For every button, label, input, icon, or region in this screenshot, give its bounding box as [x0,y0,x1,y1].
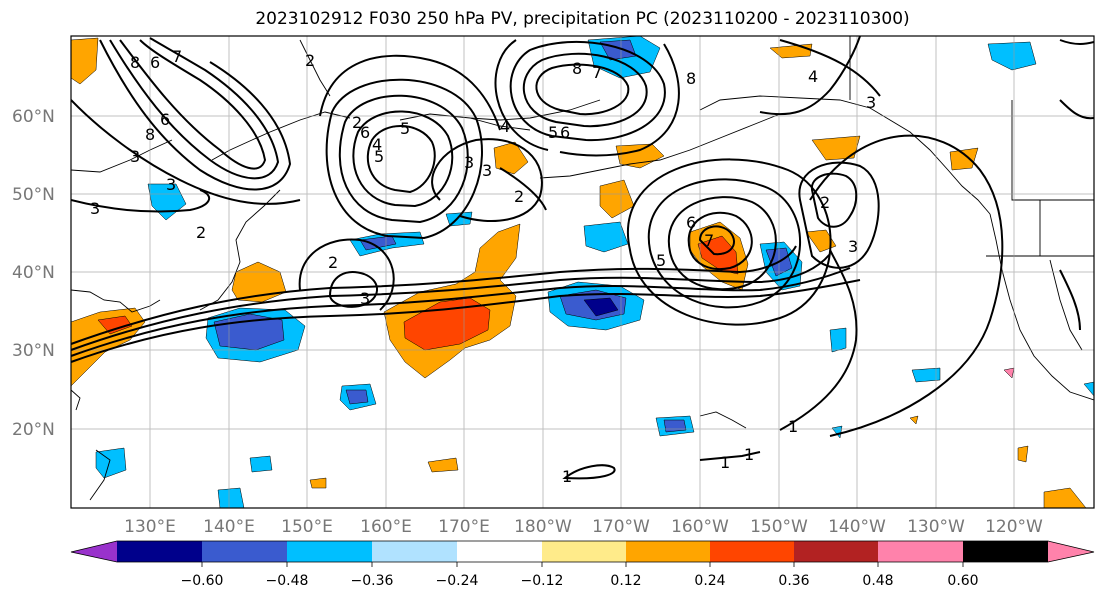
contour-label: 5 [374,147,384,166]
lat-label: 20°N [12,420,55,440]
lat-label: 60°N [12,107,55,127]
contour-labels: 8 6 7 2 8 6 5 4 3 2 3 3 2 6 5 8 7 3 4 3 … [90,47,876,486]
lat-label: 40°N [12,263,55,283]
contour-label: 8 [572,59,582,78]
contour-label: 7 [172,47,182,66]
colorbar-outline [70,540,1095,563]
colorbar-segment [626,541,710,562]
pv-contours [71,36,1094,480]
contour-label: 3 [130,147,140,166]
lon-label: 120°W [985,517,1043,537]
contour-label: 3 [464,153,474,172]
contour-label: 6 [560,123,570,142]
contour-label: 7 [704,231,714,250]
contour-label: 5 [400,119,410,138]
contour-label: 4 [500,117,510,136]
contour-label: 2 [820,193,830,212]
map-frame [70,35,1095,509]
lon-label: 150°E [281,517,333,537]
gridlines [71,36,1094,508]
colorbar-tick-label: −0.60 [181,573,224,589]
colorbar-tick-label: 0.48 [862,573,893,589]
coastlines [71,36,1094,501]
colorbar-tick-label: 0.24 [694,573,725,589]
colorbar-segment [457,541,542,562]
colorbar-segment [287,541,372,562]
contour-label: 7 [592,63,602,82]
lon-label: 180°W [514,517,572,537]
colorbar-segment [372,541,457,562]
colorbar-ticks [201,562,964,567]
colorbar-tick-label: 0.12 [610,573,641,589]
contour-label: 3 [482,161,492,180]
colorbar-segment [117,541,202,562]
lon-label: 140°W [828,517,886,537]
longitude-labels: 130°E 140°E 150°E 160°E 170°E 180°W 170°… [124,517,1043,537]
lon-label: 130°E [124,517,176,537]
colorbar-segment [878,541,963,562]
lon-label: 170°E [438,517,490,537]
lon-label: 160°E [360,517,412,537]
contour-label: 6 [150,53,160,72]
contour-label: 2 [328,253,338,272]
contour-label: 5 [548,123,558,142]
colorbar-tick-label: −0.24 [436,573,479,589]
contour-label: 1 [788,417,798,436]
contour-label: 1 [720,453,730,472]
colorbar: −0.60 −0.48 −0.36 −0.24 −0.12 0.12 0.24 … [70,540,1095,589]
map-title: 2023102912 F030 250 hPa PV, precipitatio… [255,9,910,29]
colorbar-segment [1048,541,1094,562]
contour-label: 1 [744,445,754,464]
contour-label: 3 [848,237,858,256]
contour-label: 2 [514,187,524,206]
colorbar-tick-label: −0.36 [351,573,394,589]
colorbar-segment [710,541,794,562]
contour-label: 3 [866,93,876,112]
lon-label: 130°W [907,517,965,537]
colorbar-segment [963,541,1048,562]
lon-label: 140°E [203,517,255,537]
colorbar-tick-label: 0.60 [947,573,978,589]
colorbar-tick-label: −0.48 [266,573,309,589]
colorbar-segment [794,541,878,562]
contour-label: 8 [130,53,140,72]
lon-label: 150°W [750,517,808,537]
lat-label: 50°N [12,185,55,205]
colorbar-tick-label: −0.12 [521,573,564,589]
contour-label: 8 [686,69,696,88]
contour-label: 3 [166,175,176,194]
contour-label: 2 [196,223,206,242]
contour-label: 3 [90,199,100,218]
colorbar-segment [71,541,117,562]
latitude-labels: 60°N 50°N 40°N 30°N 20°N [12,107,55,440]
contour-label: 6 [360,123,370,142]
contour-label: 4 [808,67,818,86]
contour-label: 5 [656,251,666,270]
contour-label: 6 [160,110,170,129]
contour-label: 2 [305,51,315,70]
contour-label: 6 [686,213,696,232]
lon-label: 160°W [671,517,729,537]
contour-label: 2 [352,113,362,132]
lon-label: 170°W [592,517,650,537]
contour-label: 3 [360,289,370,308]
lat-label: 30°N [12,341,55,361]
colorbar-segment [202,541,287,562]
colorbar-tick-label: 0.36 [778,573,809,589]
colorbar-tick-labels: −0.60 −0.48 −0.36 −0.24 −0.12 0.12 0.24 … [181,573,979,589]
colorbar-segment [542,541,626,562]
contour-label: 8 [145,125,155,144]
contour-label: 4 [372,135,382,154]
contour-label: 1 [562,467,572,486]
